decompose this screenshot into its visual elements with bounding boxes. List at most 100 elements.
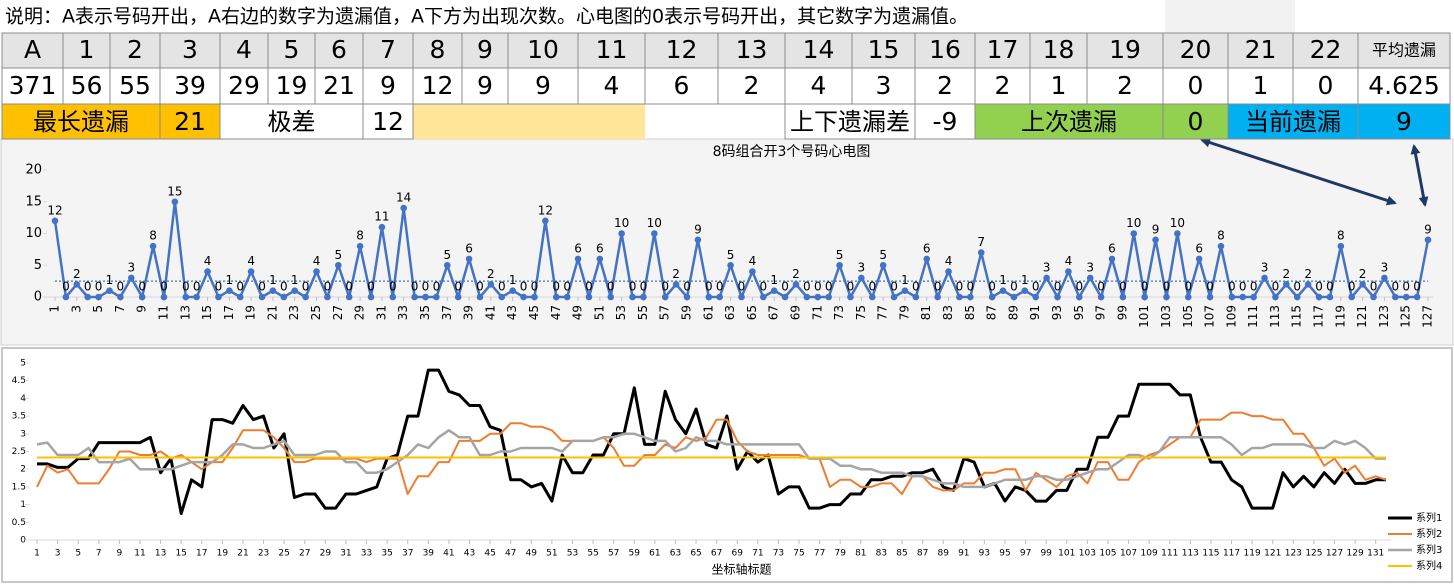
data-label: 0 (1391, 280, 1399, 294)
count-value: 4.625 (1368, 71, 1440, 100)
summary-text: -9 (933, 107, 958, 136)
x-tick-label: 109 (1141, 549, 1158, 559)
data-label: 0 (1348, 280, 1356, 294)
point (814, 293, 822, 301)
header-cell (461, 32, 509, 69)
summary-cell (1357, 103, 1451, 140)
data-label: 9 (1152, 222, 1160, 236)
data-label: 0 (890, 280, 898, 294)
point (1021, 287, 1029, 294)
count-value: 21 (323, 71, 355, 100)
x-tick-label: 41 (443, 549, 454, 559)
count-value: 2 (937, 71, 953, 100)
point (1217, 242, 1225, 250)
point (890, 293, 898, 301)
point (607, 293, 615, 301)
point (509, 287, 516, 294)
point (269, 287, 277, 294)
point (563, 293, 571, 301)
point (117, 293, 124, 301)
count-cell (362, 67, 414, 105)
data-label: 3 (1043, 260, 1051, 274)
point (977, 249, 985, 256)
x-tick-label: 109 (1224, 305, 1238, 328)
header-label: 17 (987, 35, 1019, 64)
point (803, 293, 811, 301)
data-label: 10 (614, 216, 629, 230)
data-label: 0 (433, 280, 441, 294)
x-tick-label: 85 (896, 549, 907, 559)
data-label: 2 (73, 267, 81, 281)
x-tick-label: 53 (567, 549, 578, 559)
summary-cell (1, 103, 161, 140)
count-value: 6 (674, 71, 690, 100)
data-label: 0 (1250, 280, 1258, 294)
x-tick-label: 81 (919, 305, 933, 320)
count-value: 55 (119, 71, 151, 100)
data-label: 8 (1217, 229, 1225, 243)
header-label: 9 (477, 35, 493, 64)
yellow-cell (413, 104, 645, 139)
point (1293, 293, 1301, 301)
x-tick-label: 115 (1290, 305, 1304, 328)
point (858, 274, 865, 282)
data-label: 0 (95, 280, 103, 294)
header-label: 22 (1310, 35, 1342, 64)
x-tick-label: 123 (1377, 305, 1391, 328)
x-tick-label: 79 (834, 549, 846, 559)
point (770, 287, 778, 294)
count-value: 2 (744, 71, 760, 100)
note: 说明：A表示号码开出，A右边的数字为遗漏值，A下方为出现次数。心电图的0表示号码… (5, 6, 968, 28)
summary-cell (914, 103, 976, 140)
point (171, 198, 179, 206)
x-tick-label: 101 (1058, 549, 1075, 559)
x-tick-label: 5 (91, 305, 105, 313)
x-tick-label: 85 (963, 305, 977, 320)
data-label: 0 (1293, 280, 1301, 294)
legend-label: 系列3 (1416, 543, 1442, 556)
data-label: 0 (84, 280, 92, 294)
x-tick-label: 53 (614, 305, 628, 320)
x-tick-label: 45 (484, 549, 495, 559)
x-tick-label: 119 (1244, 549, 1261, 559)
point (781, 293, 789, 301)
data-label: 3 (858, 260, 866, 274)
point (531, 293, 538, 301)
data-label: 0 (1326, 280, 1334, 294)
x-tick-label: 47 (505, 549, 516, 559)
point (1283, 281, 1290, 288)
point (542, 217, 549, 225)
point (1304, 281, 1312, 288)
count-cell (1227, 67, 1294, 105)
point (1392, 293, 1399, 301)
data-label: 3 (1261, 260, 1269, 274)
data-label: 4 (247, 254, 255, 268)
x-tick-label: 91 (1028, 305, 1042, 320)
data-label: 5 (879, 248, 887, 262)
point (847, 293, 854, 301)
data-label: 0 (847, 280, 855, 294)
y-tick-label: 20 (25, 163, 42, 178)
data-label: 5 (443, 248, 451, 262)
data-label: 10 (647, 216, 662, 230)
point (487, 281, 495, 288)
x-tick-label: 75 (793, 549, 804, 559)
data-label: 0 (476, 280, 484, 294)
x-tick-label: 39 (423, 549, 435, 559)
x-tick-label: 93 (979, 549, 990, 559)
data-label: 1 (901, 273, 909, 287)
header-cell (914, 32, 976, 69)
count-value: 39 (174, 71, 206, 100)
point (651, 230, 658, 237)
data-label: 1 (509, 273, 517, 287)
x-tick-label: 5 (75, 549, 81, 559)
x-tick-label: 113 (1268, 305, 1282, 328)
point (640, 293, 647, 301)
point (313, 268, 320, 275)
x-tick-label: 87 (985, 305, 999, 320)
x-tick-label: 55 (636, 305, 650, 320)
x-tick-label: 51 (546, 549, 557, 559)
y-tick-label: 4 (20, 394, 26, 404)
data-label: 0 (661, 280, 669, 294)
x-tick-label: 99 (1040, 549, 1052, 559)
